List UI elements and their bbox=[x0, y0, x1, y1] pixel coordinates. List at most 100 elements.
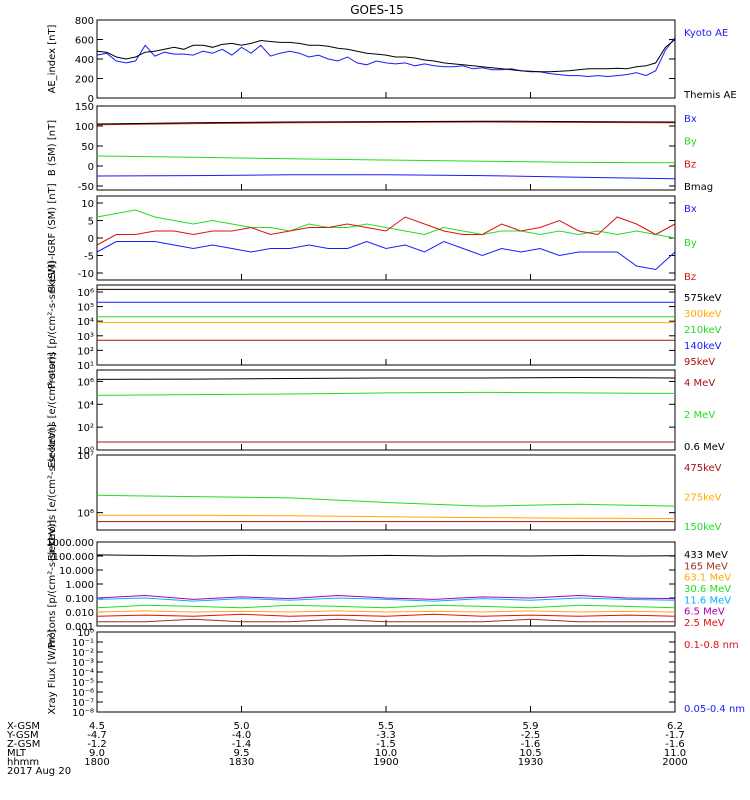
x-tick-value: -3.3 bbox=[376, 730, 396, 741]
legend-label: By bbox=[684, 238, 697, 249]
y-tick-label: 0 bbox=[88, 162, 94, 173]
x-tick-value: 1830 bbox=[229, 757, 254, 768]
panel-5: 10⁶ 10⁷ Electrons [e/(cm²-s-sr-keV)] 475keV… bbox=[47, 424, 722, 561]
panel-frame bbox=[96, 195, 676, 281]
panel-frame bbox=[96, 284, 676, 366]
legend-label: 0.1-0.8 nm bbox=[684, 640, 739, 651]
y-tick-label: 1000.000 bbox=[46, 538, 94, 549]
series-line-275kev bbox=[97, 514, 676, 519]
series-line-165-mev bbox=[97, 618, 675, 623]
y-tick-label: 10⁻⁴ bbox=[72, 668, 94, 679]
x-tick-value: -2.5 bbox=[521, 730, 541, 741]
x-row-label: X-GSM bbox=[7, 721, 40, 732]
y-axis-label: Protons [p/(cm²-s-sr-keV)] bbox=[47, 520, 58, 648]
x-tick-value: 10.5 bbox=[519, 748, 541, 759]
y-tick-label: 10⁻⁵ bbox=[72, 678, 94, 689]
series-line-bz bbox=[96, 216, 676, 246]
legend-label: 2.5 MeV bbox=[684, 618, 725, 629]
y-tick-label: 10⁻² bbox=[72, 648, 94, 659]
legend-label: 11.6 MeV bbox=[684, 595, 731, 606]
x-tick-value: 4.5 bbox=[89, 721, 105, 732]
y-tick-label: 10² bbox=[77, 346, 94, 357]
legend-label: 210keV bbox=[684, 325, 722, 336]
y-tick-label: 10⁻⁶ bbox=[72, 688, 94, 699]
panel-1: -50 0 50 100 150 B (SM) [nT] Bx By Bz Bmag bbox=[47, 102, 713, 193]
y-tick-label: -10 bbox=[78, 269, 94, 280]
y-tick-label: 600 bbox=[75, 36, 94, 47]
series-line-433-mev bbox=[96, 554, 676, 557]
y-axis-label: AE_index [nT] bbox=[47, 24, 58, 93]
panel-3: 10¹ 10² 10³ 10⁴ 10⁵ 10⁶ Protons [p/(cm²-s-sr-k… bbox=[47, 261, 722, 389]
y-tick-label: 800 bbox=[75, 16, 94, 27]
x-tick-value: 9.0 bbox=[89, 748, 105, 759]
legend-label: 4 MeV bbox=[684, 378, 715, 389]
panel-frame bbox=[96, 631, 676, 713]
legend-label: 140keV bbox=[684, 341, 722, 352]
y-tick-label: 10⁻⁷ bbox=[72, 698, 94, 709]
legend-label: Bz bbox=[684, 272, 696, 283]
legend-label: Kyoto AE bbox=[684, 28, 728, 39]
legend-label: Themis AE bbox=[683, 90, 737, 101]
legend-label: 475keV bbox=[684, 463, 722, 474]
series-line-6-5-mev bbox=[96, 594, 676, 600]
legend-label: 0.6 MeV bbox=[684, 442, 725, 453]
y-tick-label: 10⁶ bbox=[77, 509, 94, 520]
y-axis-label: B (SM) [nT] bbox=[47, 120, 58, 176]
x-tick-value: 2000 bbox=[662, 757, 687, 768]
legend-label: 30.6 MeV bbox=[684, 584, 731, 595]
y-axis-label: Xray Flux [W/m²] bbox=[47, 629, 58, 714]
x-tick-value: 11.0 bbox=[664, 748, 686, 759]
y-tick-label: 150 bbox=[75, 102, 94, 113]
x-row-label: hhmm bbox=[7, 757, 39, 768]
y-tick-label: 10⁶ bbox=[77, 377, 94, 388]
x-tick-value: -1.6 bbox=[521, 739, 541, 750]
panel-frame bbox=[96, 541, 676, 627]
series-line-2-mev bbox=[96, 391, 676, 396]
y-tick-label: 0 bbox=[88, 94, 94, 105]
panel-frame bbox=[96, 454, 676, 531]
y-tick-label: 10⁴ bbox=[77, 400, 94, 411]
series-line-30-6-mev bbox=[96, 604, 676, 609]
y-tick-label: 50 bbox=[81, 142, 94, 153]
x-tick-value: -1.4 bbox=[232, 739, 252, 750]
legend-label: 275keV bbox=[684, 493, 722, 504]
y-tick-label: 10.000 bbox=[59, 566, 94, 577]
y-tick-label: 10⁴ bbox=[77, 317, 94, 328]
legend-label: By bbox=[684, 137, 697, 148]
series-line-bx bbox=[96, 174, 676, 180]
y-tick-label: 1.000 bbox=[65, 580, 94, 591]
legend-label: 95keV bbox=[684, 357, 715, 368]
y-tick-label: 10³ bbox=[77, 332, 94, 343]
legend-label: Bmag bbox=[684, 182, 713, 193]
y-tick-label: 10² bbox=[77, 423, 94, 434]
x-tick-value: -1.6 bbox=[665, 739, 685, 750]
y-tick-label: 100 bbox=[75, 122, 94, 133]
x-tick-value: -1.2 bbox=[87, 739, 107, 750]
x-row-label: Z-GSM bbox=[7, 739, 40, 750]
date-label: 2017 Aug 20 bbox=[7, 766, 71, 777]
y-tick-label: 0.010 bbox=[65, 608, 94, 619]
y-axis-label: Electrons [e/(cm²-s-sr)] bbox=[47, 352, 58, 468]
x-tick-value: 1800 bbox=[84, 757, 109, 768]
series-line-bz bbox=[96, 121, 676, 126]
series-line-themis-ae bbox=[96, 39, 676, 73]
y-tick-label: 10⁰ bbox=[77, 446, 94, 457]
panel-4: 10⁰ 10² 10⁴ 10⁶ Electrons [e/(cm²-s-sr)] 4 Me… bbox=[47, 352, 725, 468]
panel-frame bbox=[96, 369, 676, 451]
series-line-0-6-mev bbox=[96, 376, 676, 380]
y-tick-label: 10¹ bbox=[77, 361, 94, 372]
legend-label: 0.05-0.4 nm bbox=[684, 704, 745, 715]
series-line-63-1-mev bbox=[96, 610, 676, 613]
y-tick-label: 200 bbox=[75, 75, 94, 86]
y-tick-label: 0.001 bbox=[65, 622, 94, 633]
series-line-by bbox=[96, 155, 676, 164]
y-tick-label: 10⁵ bbox=[77, 303, 94, 314]
x-tick-value: 10.0 bbox=[375, 748, 397, 759]
legend-label: 6.5 MeV bbox=[684, 607, 725, 618]
legend-label: Bx bbox=[684, 204, 697, 215]
y-tick-label: 10⁻³ bbox=[72, 658, 94, 669]
